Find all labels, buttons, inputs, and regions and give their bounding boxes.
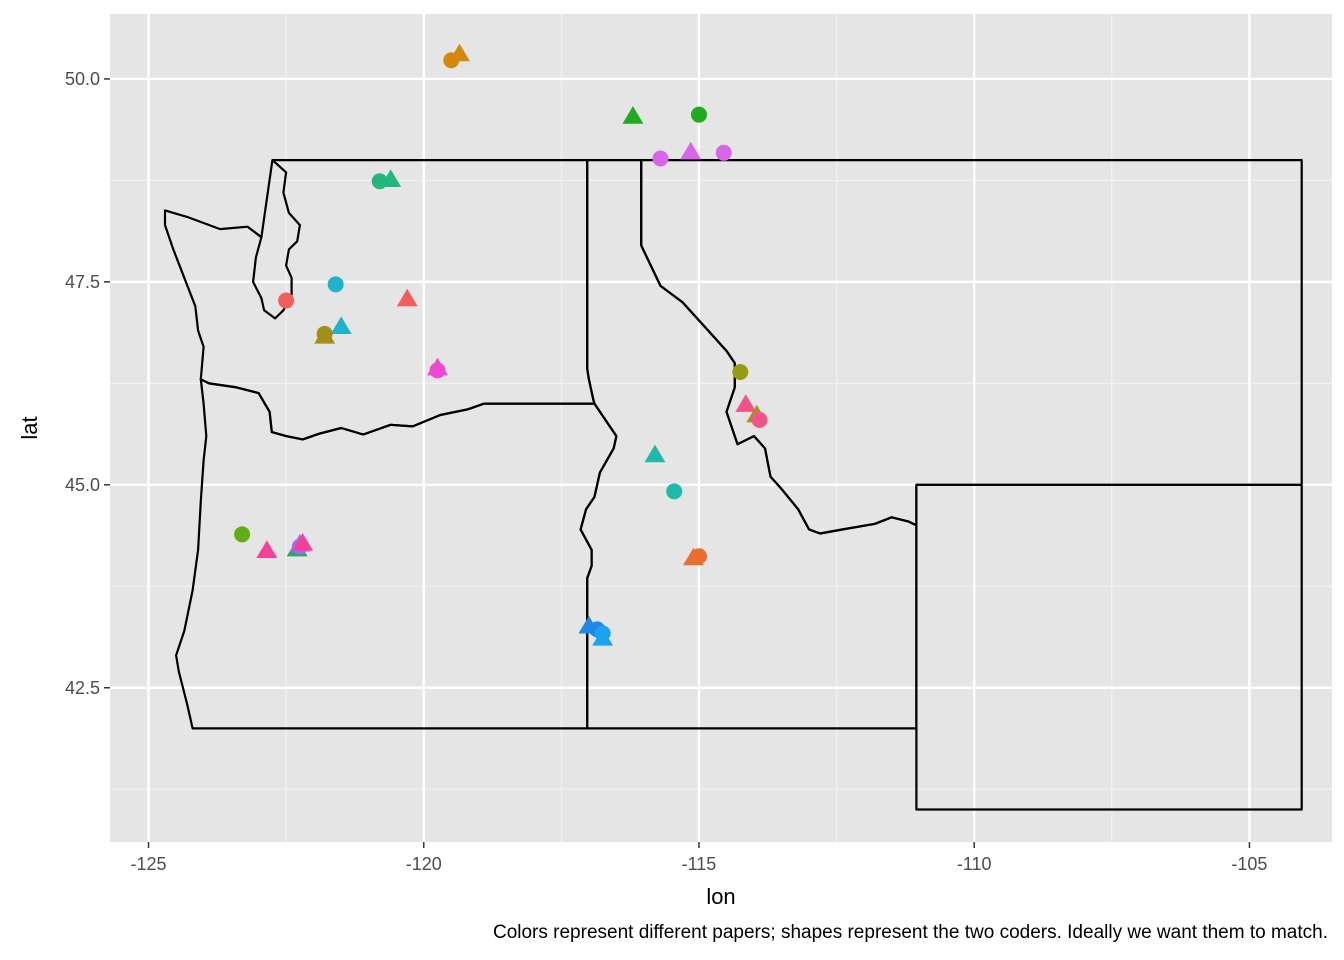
y-tick-label: 45.0 [65,475,100,495]
puget-sound-shore [252,159,301,320]
grid-minor [110,14,1332,842]
point-triangle [314,326,336,344]
point-circle [666,483,683,500]
data-points [234,43,768,646]
point-circle [732,363,749,380]
point-triangle [622,106,644,124]
y-tick-label: 50.0 [65,69,100,89]
point-triangle [427,357,448,376]
point-circle [652,150,669,167]
point-triangle [683,547,704,566]
y-axis-title: lat [17,416,42,439]
state-outlines [163,159,1303,811]
x-tick-label: -105 [1231,854,1267,874]
point-triangle [449,43,470,62]
point-circle [234,526,251,543]
x-axis-title: lon [706,884,735,909]
y-tick-label: 42.5 [65,678,100,698]
point-circle [278,292,295,309]
y-tick-label: 47.5 [65,272,100,292]
state-montana [640,159,1303,535]
x-tick-label: -115 [682,854,717,874]
caption: Colors represent different papers; shape… [493,922,1328,943]
point-triangle [735,394,757,412]
point-circle [327,276,344,293]
point-triangle [592,628,614,646]
x-tick-label: -125 [131,854,167,874]
point-triangle [292,533,314,551]
point-circle [751,411,768,428]
point-triangle [644,444,666,463]
point-triangle [330,316,352,334]
point-circle [715,144,732,161]
point-triangle [680,141,702,160]
point-circle [690,106,707,123]
panel-background [110,14,1332,842]
x-tick-label: -120 [406,854,442,874]
x-axis-ticks: -125 -120 -115 -110 -105 [131,842,1267,874]
state-wyoming [915,483,1303,811]
y-axis-ticks: 42.5 45.0 47.5 50.0 [65,69,110,698]
x-tick-label: -110 [957,854,992,874]
point-triangle [396,288,418,307]
point-triangle [256,540,278,558]
point-triangle [380,169,402,188]
